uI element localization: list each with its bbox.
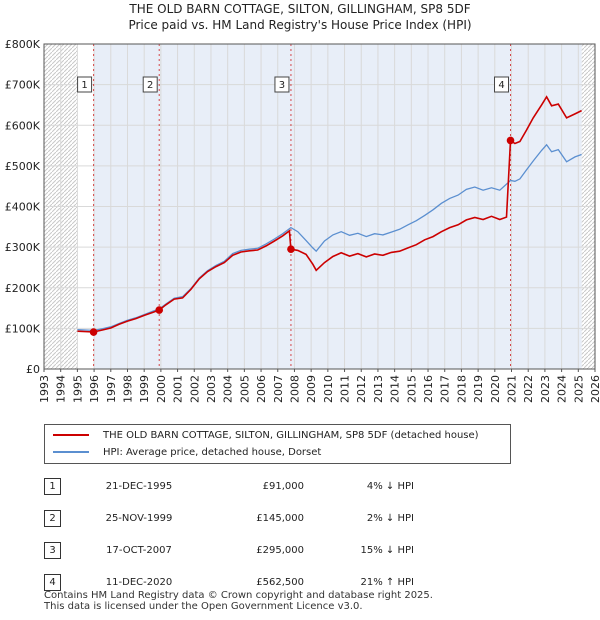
sale-point: [89, 328, 98, 336]
sale-date: 25-NOV-1999: [105, 512, 173, 524]
chart-title: THE OLD BARN COTTAGE, SILTON, GILLINGHAM…: [129, 2, 471, 16]
x-tick-label: 2017: [439, 375, 452, 403]
y-tick-label: £400K: [5, 201, 41, 214]
legend-label-property: THE OLD BARN COTTAGE, SILTON, GILLINGHAM…: [103, 430, 479, 441]
y-tick-label: £100K: [5, 322, 41, 335]
sale-number-badge: 2: [44, 509, 61, 527]
footer-line-2: This data is licensed under the Open Gov…: [44, 601, 363, 612]
sale-hpi-diff: 21% ↑ HPI: [360, 576, 414, 588]
y-tick-label: £700K: [5, 79, 41, 92]
sale-date: 21-DEC-1995: [105, 480, 173, 492]
x-tick-label: 2019: [472, 375, 485, 403]
sale-number-badge: 3: [44, 541, 61, 559]
x-tick-label: 2013: [372, 375, 385, 403]
sale-point: [287, 245, 295, 253]
table-row: 4 11-DEC-2020 £562,500 21% ↑ HPI: [44, 566, 414, 598]
table-row: 2 25-NOV-1999 £145,000 2% ↓ HPI: [44, 502, 414, 534]
sale-hpi-diff: 2% ↓ HPI: [366, 512, 414, 524]
x-tick-label: 2004: [222, 375, 235, 403]
sale-point: [155, 306, 164, 314]
x-tick-label: 2025: [572, 375, 585, 403]
sale-number-box: [142, 76, 158, 93]
sale-number-label: 2: [147, 80, 153, 91]
price-chart: 1 2 3 4 £0 £100K £200K £300K £400K £500K £600K £70…: [5, 38, 600, 403]
x-tick-label: 2014: [389, 375, 402, 403]
x-tick-label: 1996: [88, 375, 101, 403]
x-tick-label: 2001: [172, 375, 185, 403]
x-tick-label: 1999: [138, 375, 151, 403]
chart-subtitle: Price paid vs. HM Land Registry's House …: [128, 18, 472, 32]
footer-attribution: Contains HM Land Registry data © Crown c…: [44, 590, 433, 612]
sale-number-badge: 1: [44, 477, 61, 495]
y-tick-label: £300K: [5, 241, 41, 254]
table-row: 1 21-DEC-1995 £91,000 4% ↓ HPI: [44, 470, 414, 502]
x-tick-label: 1995: [71, 375, 84, 403]
sale-price: £145,000: [256, 512, 304, 524]
x-tick-label: 2026: [589, 375, 600, 403]
legend-swatch-hpi: [53, 451, 89, 453]
x-tick-label: 1997: [105, 375, 118, 403]
footer-line-1: Contains HM Land Registry data © Crown c…: [44, 590, 433, 601]
x-tick-label: 2008: [288, 375, 301, 403]
y-tick-label: £800K: [5, 38, 41, 51]
y-tick-label: £600K: [5, 119, 41, 132]
x-tick-label: 2015: [405, 375, 418, 403]
x-tick-label: 2010: [322, 375, 335, 403]
y-tick-label: £0: [26, 363, 40, 376]
sale-date: 11-DEC-2020: [105, 576, 173, 588]
sale-hpi-diff: 15% ↓ HPI: [360, 544, 414, 556]
legend-label-hpi: HPI: Average price, detached house, Dors…: [103, 447, 322, 458]
x-tick-label: 2020: [489, 375, 502, 403]
x-tick-label: 2000: [155, 375, 168, 403]
chart-legend: THE OLD BARN COTTAGE, SILTON, GILLINGHAM…: [44, 424, 511, 464]
legend-item-hpi: HPI: Average price, detached house, Dors…: [53, 445, 321, 461]
sale-number-box: [77, 76, 93, 93]
sale-point: [506, 136, 515, 145]
plot-frame: [43, 43, 596, 370]
table-row: 3 17-OCT-2007 £295,000 15% ↓ HPI: [44, 534, 414, 566]
sale-number-badge: 4: [44, 573, 61, 591]
x-tick-label: 2012: [355, 375, 368, 403]
x-tick-label: 2011: [339, 375, 352, 403]
sale-number-label: 4: [498, 80, 504, 91]
x-tick-label: 2023: [539, 375, 552, 403]
x-tick-label: 2006: [255, 375, 268, 403]
x-tick-label: 2002: [188, 375, 201, 403]
x-tick-label: 2021: [506, 375, 519, 403]
sale-price: £295,000: [256, 544, 304, 556]
sale-price: £562,500: [256, 576, 304, 588]
x-tick-label: 2003: [205, 375, 218, 403]
sale-number-label: 1: [81, 80, 87, 91]
x-tick-label: 1994: [55, 375, 68, 403]
sale-number-label: 3: [279, 80, 285, 91]
x-tick-label: 2005: [238, 375, 251, 403]
x-tick-label: 2018: [455, 375, 468, 403]
y-tick-label: £200K: [5, 282, 41, 295]
sale-number-box: [274, 76, 290, 93]
sale-hpi-diff: 4% ↓ HPI: [366, 480, 414, 492]
sales-table: 1 21-DEC-1995 £91,000 4% ↓ HPI 2 25-NOV-…: [44, 470, 414, 598]
legend-item-property: THE OLD BARN COTTAGE, SILTON, GILLINGHAM…: [53, 428, 479, 444]
x-tick-label: 1993: [38, 375, 51, 403]
sale-price: £91,000: [262, 480, 304, 492]
x-tick-label: 2009: [305, 375, 318, 403]
x-tick-label: 2022: [522, 375, 535, 403]
legend-swatch-property: [53, 434, 89, 436]
x-tick-label: 2024: [556, 375, 569, 403]
sale-date: 17-OCT-2007: [106, 544, 172, 556]
x-tick-label: 1998: [121, 375, 134, 403]
y-tick-label: £500K: [5, 160, 41, 173]
x-tick-label: 2016: [422, 375, 435, 403]
x-tick-label: 2007: [272, 375, 285, 403]
sale-number-box: [494, 76, 510, 93]
